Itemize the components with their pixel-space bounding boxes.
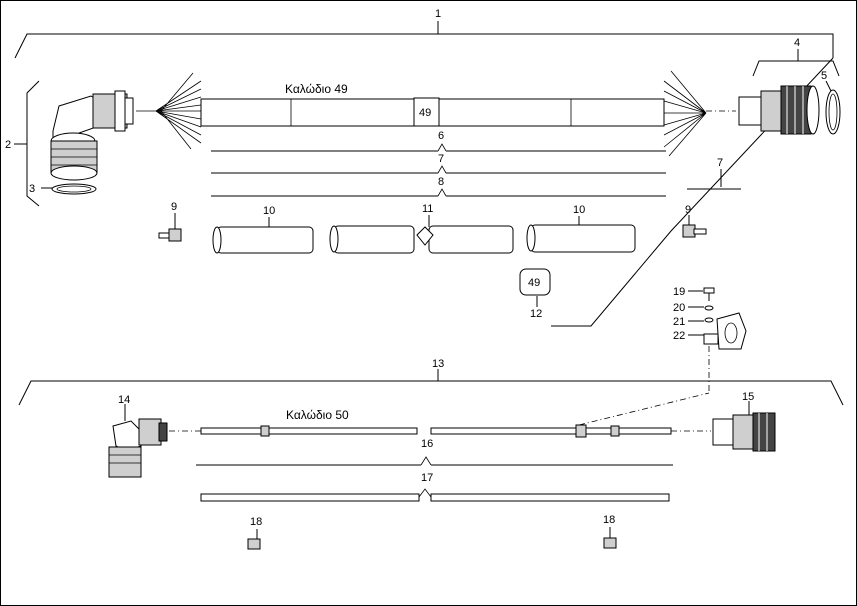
pin-9-right [682,215,707,238]
callout-19: 19 [673,286,685,298]
callout-9-right: 9 [685,204,691,216]
marker-tag-12 [519,268,551,307]
washer-20 [704,305,714,311]
clamp-22 [703,312,747,393]
right-straight-connector-15 [712,401,776,452]
callout-7: 7 [438,153,444,165]
callout-13: 13 [432,358,444,370]
clamp-leader [578,392,710,426]
assembly-1-bracket [14,21,834,327]
callout-20: 20 [673,302,685,314]
sleeve-10-left [212,217,314,254]
callout-12: 12 [530,308,542,320]
wire-fan-right [663,70,736,157]
callout-11: 11 [422,203,433,215]
wire-7-short [687,169,741,190]
callout-18-right: 18 [603,514,615,526]
cable-49-marker-text: 49 [419,107,431,119]
callout-9-left: 9 [171,201,177,213]
callout-15: 15 [742,391,754,403]
callout-4: 4 [794,37,800,49]
callout-7-short: 7 [717,157,723,169]
wire-6 [211,143,666,152]
cable-50-label: Καλώδιο 50 [286,408,349,422]
callout-14: 14 [118,394,130,406]
cable-49 [200,97,665,127]
wire-16 [196,456,673,466]
o-ring-3 [41,183,97,195]
washer-21 [704,317,714,323]
ferrule-18-right [603,527,617,549]
sleeve-11 [329,215,514,254]
sleeve-10-right [526,216,636,253]
assembly-4-bracket [752,49,840,77]
callout-10-left: 10 [263,205,275,217]
wire-fan-left [136,72,202,150]
wire-8 [211,188,666,197]
pin-9-left [158,213,182,242]
callout-21: 21 [673,316,685,328]
callout-8: 8 [438,176,444,188]
right-straight-connector [738,85,820,135]
wire-7 [211,165,666,174]
o-ring-5 [825,80,841,135]
left-elbow-connector-14 [108,404,168,478]
callout-2: 2 [5,139,11,151]
callout-3: 3 [29,183,35,195]
callout-5: 5 [821,70,827,82]
callout-18-left: 18 [250,516,262,528]
marker-tag-12-text: 49 [528,277,540,289]
assembly-13-bracket [18,369,844,406]
ferrule-18-left [247,529,261,550]
callout-22: 22 [673,330,685,342]
callout-6: 6 [438,130,444,142]
screw-19 [703,287,715,301]
cable-49-label: Καλώδιο 49 [285,82,348,96]
assembly-2-bracket [14,80,40,207]
cable-50 [169,424,711,438]
callout-10-right: 10 [573,204,585,216]
left-elbow-connector [50,90,134,181]
callout-16: 16 [421,438,433,450]
callout-17: 17 [421,472,433,484]
wire-17 [200,488,670,502]
callout-1: 1 [435,8,441,20]
